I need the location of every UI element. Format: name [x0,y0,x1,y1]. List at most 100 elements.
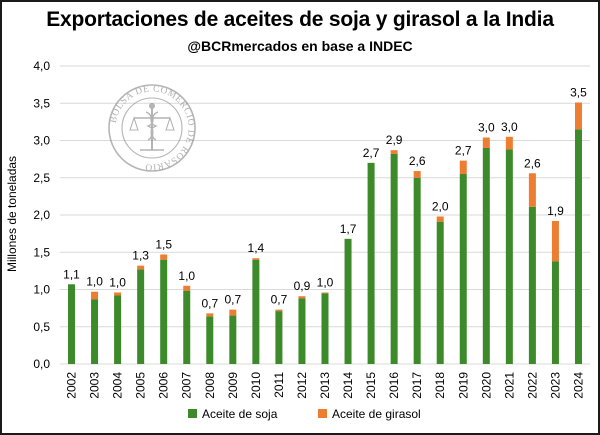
legend: Aceite de soja Aceite de girasol [188,407,421,421]
bar-aceite-soja [344,238,352,364]
x-tick-label: 2024 [571,372,585,399]
bar-aceite-girasol [390,150,398,154]
y-tick-label: 2,5 [33,171,50,185]
legend-swatch-soja [188,409,197,418]
bar-aceite-girasol [229,309,237,316]
bar-aceite-soja [114,295,122,364]
bar-aceite-soja [229,315,237,364]
y-tick-label: 3,0 [33,134,50,148]
x-tick-label: 2022 [525,372,539,399]
y-axis-label: Millones de toneladas [5,156,19,272]
bar-aceite-girasol [91,291,99,300]
x-tick-label: 2008 [203,372,217,399]
bar-aceite-girasol [436,216,444,222]
y-tick-label: 0,0 [33,357,50,371]
data-label: 0,9 [294,279,311,293]
bar-aceite-soja [183,290,191,364]
bcr-seal-watermark: BOLSA DE COMERCIO DE ROSARIO [108,84,196,172]
bar-aceite-soja [505,149,513,364]
data-label: 1,4 [248,241,265,255]
x-tick-label: 2011 [272,372,286,398]
bar-aceite-soja [574,129,582,364]
bar-aceite-soja [275,311,283,364]
bar-aceite-girasol [413,171,421,178]
bar-aceite-girasol [298,296,306,299]
x-tick-label: 2016 [387,372,401,399]
bar-aceite-girasol [114,292,122,296]
y-tick-label: 3,5 [33,96,50,110]
data-label: 2,7 [363,146,380,160]
x-tick-label: 2019 [456,372,470,399]
bar-aceite-soja [68,284,76,364]
x-tick-label: 2004 [111,372,125,399]
bar-aceite-girasol [505,136,513,150]
bar-aceite-girasol [137,265,145,270]
bar-aceite-soja [551,261,559,364]
data-label: 1,9 [547,204,564,218]
x-tick-label: 2010 [249,372,263,399]
bar-aceite-soja [206,316,214,364]
y-tick-label: 1,0 [33,283,50,297]
x-tick-label: 2007 [180,372,194,399]
data-label: 2,0 [432,199,449,213]
data-label: 1,7 [340,222,357,236]
bar-aceite-soja [91,299,99,364]
x-tick-label: 2017 [410,372,424,399]
x-tick-label: 2014 [341,372,355,399]
bar-aceite-soja [298,298,306,364]
x-tick-label: 2006 [157,372,171,399]
data-label: 1,1 [63,267,80,281]
bar-aceite-soja [367,162,375,364]
data-label: 2,6 [524,156,541,170]
data-label: 1,0 [317,275,334,289]
x-tick-label: 2002 [65,372,79,399]
bars [68,102,582,364]
legend-label-soja: Aceite de soja [202,407,278,421]
data-label: 0,7 [271,293,288,307]
bar-aceite-girasol [321,292,329,294]
data-label: 2,7 [455,144,472,158]
x-tick-label: 2018 [433,372,447,399]
y-tick-label: 4,0 [33,59,50,73]
bar-aceite-soja [321,293,329,364]
bar-aceite-soja [252,259,260,364]
bar-aceite-soja [390,153,398,364]
data-label: 1,0 [178,269,195,283]
legend-label-girasol: Aceite de girasol [332,407,421,421]
data-label: 1,0 [109,275,126,289]
bar-aceite-girasol [206,313,214,317]
x-axis-ticks: 2002 2003 2004 2005 2006 2007 2008 2009 2010 2011… [65,372,586,399]
bar-aceite-girasol [275,309,283,312]
data-label: 3,0 [501,120,518,134]
chart-title: Exportaciones de aceites de soja y giras… [46,8,554,31]
y-tick-label: 1,5 [33,245,50,259]
bar-aceite-soja [413,177,421,364]
x-tick-label: 2003 [88,372,102,399]
bar-aceite-girasol [459,160,467,175]
x-tick-label: 2012 [295,372,309,399]
bar-aceite-girasol [183,285,191,291]
x-tick-label: 2015 [364,372,378,399]
y-tick-label: 2,0 [33,208,50,222]
bar-aceite-girasol [528,173,536,207]
x-tick-label: 2013 [318,372,332,399]
data-label: 2,6 [409,154,426,168]
data-label: 3,0 [478,121,495,135]
x-tick-label: 2020 [479,372,493,399]
y-tick-label: 0,5 [33,320,50,334]
data-label: 1,3 [132,249,149,263]
data-label: 1,0 [86,275,103,289]
x-tick-label: 2005 [134,372,148,399]
bar-aceite-girasol [551,220,559,262]
bar-aceite-soja [482,147,490,364]
data-label: 3,5 [570,86,587,100]
bar-aceite-girasol [482,137,490,148]
bar-aceite-soja [436,221,444,364]
bar-aceite-soja [459,174,467,364]
x-tick-label: 2021 [502,372,516,399]
chart-subtitle: @BCRmercados en base a INDEC [187,38,413,54]
bar-aceite-soja [137,269,145,364]
bar-aceite-soja [160,259,168,364]
